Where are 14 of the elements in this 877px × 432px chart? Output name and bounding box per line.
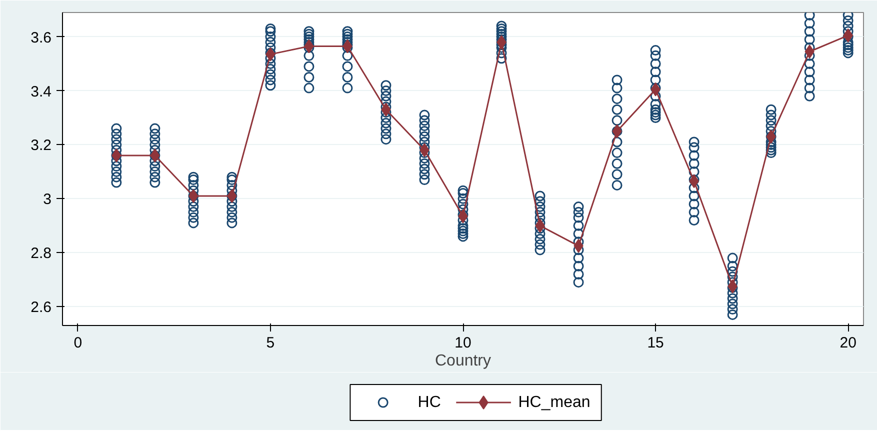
legend-label: HC_mean — [518, 394, 590, 411]
x-tick-label: 15 — [647, 334, 664, 352]
y-tick-label: 3 — [43, 191, 52, 208]
x-tick-label: 20 — [840, 334, 856, 352]
x-tick-label: 5 — [266, 334, 275, 352]
y-tick-label: 3.4 — [30, 83, 52, 100]
y-tick-label: 3.6 — [30, 29, 52, 46]
legend-label: HC — [418, 394, 441, 411]
y-tick-label: 3.2 — [30, 137, 52, 154]
y-tick-label: 2.8 — [30, 245, 52, 262]
x-tick-label: 0 — [74, 334, 82, 352]
x-axis-title: Country — [434, 352, 492, 370]
x-tick-label: 10 — [454, 334, 472, 352]
y-tick-label: 2.6 — [30, 299, 52, 316]
